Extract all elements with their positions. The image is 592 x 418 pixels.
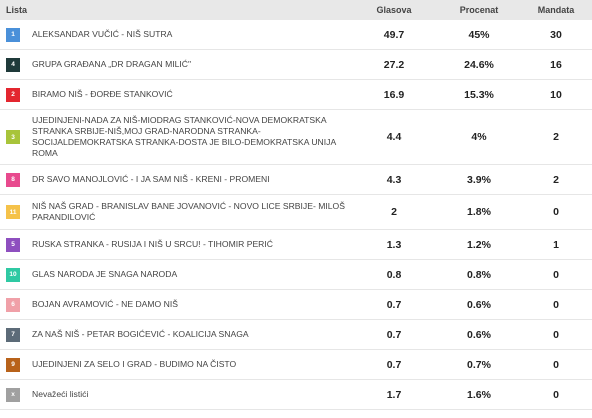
list-name: DR SAVO MANOJLOVIĆ - I JA SAM NIŠ - KREN… <box>32 174 270 184</box>
list-number-badge: 5 <box>6 237 20 252</box>
votes-value: 0.7 <box>386 298 402 311</box>
list-name: ALEKSANDAR VUČIĆ - NIŠ SUTRA <box>32 29 173 39</box>
list-number-badge: 4 <box>6 57 20 72</box>
votes-value: 0.8 <box>386 268 402 281</box>
seats-value: 0 <box>553 206 559 218</box>
list-cell: 1 ALEKSANDAR VUČIĆ - NIŠ SUTRA <box>0 27 350 42</box>
seats-value: 0 <box>553 328 559 341</box>
list-cell: 2 BIRAMO NIŠ - ĐORĐE STANKOVIĆ <box>0 87 350 102</box>
header-seats: Mandata <box>537 5 575 15</box>
list-cell: 3 UJEDINJENI-NADA ZA NIŠ-MIODRAG STANKOVI… <box>0 115 350 159</box>
table-body: 1 ALEKSANDAR VUČIĆ - NIŠ SUTRA 49.7 45% 30 4 G… <box>0 20 592 410</box>
percent-value: 0.6% <box>467 298 491 311</box>
list-cell: 8 DR SAVO MANOJLOVIĆ - I JA SAM NIŠ - KRE… <box>0 172 350 187</box>
list-number-badge: x <box>6 387 20 402</box>
seats-value: 2 <box>553 131 559 143</box>
table-row: 6 BOJAN AVRAMOVIĆ - NE DAMO NIŠ 0.7 0.6% 0 <box>0 290 592 320</box>
list-name: BIRAMO NIŠ - ĐORĐE STANKOVIĆ <box>32 89 173 99</box>
table-row: 7 ZA NAŠ NIŠ - PETAR BOGIĆEVIĆ - KOALICIJ… <box>0 320 592 350</box>
percent-value: 3.9% <box>467 173 491 186</box>
seats-value: 0 <box>553 388 559 401</box>
percent-value: 0.6% <box>467 328 491 341</box>
seats-value: 10 <box>550 88 562 101</box>
list-name: UJEDINJENI-NADA ZA NIŠ-MIODRAG STANKOVIĆ… <box>32 115 336 158</box>
list-number-badge: 10 <box>6 267 20 282</box>
seats-value: 0 <box>553 358 559 371</box>
votes-value: 2 <box>391 206 397 218</box>
list-number-badge: 3 <box>6 130 20 144</box>
table-row: 5 RUSKA STRANKA - RUSIJA I NIŠ U SRCU! - … <box>0 230 592 260</box>
header-votes: Glasova <box>376 5 412 15</box>
table-row: 11 NIŠ NAŠ GRAD - BRANISLAV BANE JOVANOVI… <box>0 195 592 230</box>
percent-value: 24.6% <box>464 58 494 71</box>
table-row: 1 ALEKSANDAR VUČIĆ - NIŠ SUTRA 49.7 45% 30 <box>0 20 592 50</box>
list-cell: 10 GLAS NARODA JE SNAGA NARODA <box>0 267 350 282</box>
percent-value: 15.3% <box>464 88 494 101</box>
table-row: 4 GRUPA GRAĐANA „DR DRAGAN MILIĆ" 27.2 24.6… <box>0 50 592 80</box>
votes-value: 4.4 <box>386 131 402 143</box>
list-cell: 7 ZA NAŠ NIŠ - PETAR BOGIĆEVIĆ - KOALICIJ… <box>0 327 350 342</box>
list-number-badge: 7 <box>6 327 20 342</box>
list-number-badge: 1 <box>6 27 20 42</box>
seats-value: 16 <box>550 58 562 71</box>
list-cell: 5 RUSKA STRANKA - RUSIJA I NIŠ U SRCU! - … <box>0 237 350 252</box>
table-row: x Nevažeći listići 1.7 1.6% 0 <box>0 380 592 410</box>
list-cell: x Nevažeći listići <box>0 387 350 402</box>
votes-value: 16.9 <box>383 88 405 101</box>
table-row: 2 BIRAMO NIŠ - ĐORĐE STANKOVIĆ 16.9 15.3% 10 <box>0 80 592 110</box>
percent-value: 1.2% <box>467 238 491 251</box>
list-number-badge: 2 <box>6 87 20 102</box>
list-name: GLAS NARODA JE SNAGA NARODA <box>32 269 178 279</box>
list-name: ZA NAŠ NIŠ - PETAR BOGIĆEVIĆ - KOALICIJA… <box>32 329 249 339</box>
percent-value: 4% <box>471 131 487 143</box>
percent-value: 0.8% <box>467 268 491 281</box>
list-number-badge: 9 <box>6 357 20 372</box>
list-name: RUSKA STRANKA - RUSIJA I NIŠ U SRCU! - T… <box>32 239 273 249</box>
list-cell: 9 UJEDINJENI ZA SELO I GRAD - BUDIMO NA Č… <box>0 357 350 372</box>
seats-value: 0 <box>553 298 559 311</box>
list-name: GRUPA GRAĐANA „DR DRAGAN MILIĆ" <box>32 59 192 69</box>
list-number-badge: 6 <box>6 297 20 312</box>
list-number-badge: 8 <box>6 172 20 187</box>
table-row: 9 UJEDINJENI ZA SELO I GRAD - BUDIMO NA Č… <box>0 350 592 380</box>
votes-value: 4.3 <box>386 173 402 186</box>
header-list: Lista <box>6 5 28 15</box>
votes-value: 49.7 <box>383 28 405 41</box>
list-name: Nevažeći listići <box>32 389 89 399</box>
seats-value: 30 <box>550 28 562 41</box>
table-header: Lista Glasova Procenat Mandata <box>0 0 592 20</box>
votes-value: 0.7 <box>386 358 402 371</box>
list-cell: 4 GRUPA GRAĐANA „DR DRAGAN MILIĆ" <box>0 57 350 72</box>
percent-value: 1.6% <box>467 388 491 401</box>
list-name: BOJAN AVRAMOVIĆ - NE DAMO NIŠ <box>32 299 178 309</box>
list-cell: 6 BOJAN AVRAMOVIĆ - NE DAMO NIŠ <box>0 297 350 312</box>
table-row: 3 UJEDINJENI-NADA ZA NIŠ-MIODRAG STANKOVI… <box>0 110 592 165</box>
percent-value: 45% <box>468 28 490 41</box>
votes-value: 27.2 <box>383 58 405 71</box>
seats-value: 2 <box>553 173 559 186</box>
list-number-badge: 11 <box>6 205 20 219</box>
votes-value: 0.7 <box>386 328 402 341</box>
seats-value: 0 <box>553 268 559 281</box>
list-name: NIŠ NAŠ GRAD - BRANISLAV BANE JOVANOVIĆ … <box>32 201 345 222</box>
percent-value: 1.8% <box>467 206 491 218</box>
seats-value: 1 <box>553 238 559 251</box>
votes-value: 1.7 <box>386 388 402 401</box>
header-percent: Procenat <box>459 5 499 15</box>
list-name: UJEDINJENI ZA SELO I GRAD - BUDIMO NA ČI… <box>32 359 237 369</box>
percent-value: 0.7% <box>467 358 491 371</box>
table-row: 10 GLAS NARODA JE SNAGA NARODA 0.8 0.8% 0 <box>0 260 592 290</box>
votes-value: 1.3 <box>386 238 402 251</box>
table-row: 8 DR SAVO MANOJLOVIĆ - I JA SAM NIŠ - KRE… <box>0 165 592 195</box>
list-cell: 11 NIŠ NAŠ GRAD - BRANISLAV BANE JOVANOVI… <box>0 201 350 223</box>
